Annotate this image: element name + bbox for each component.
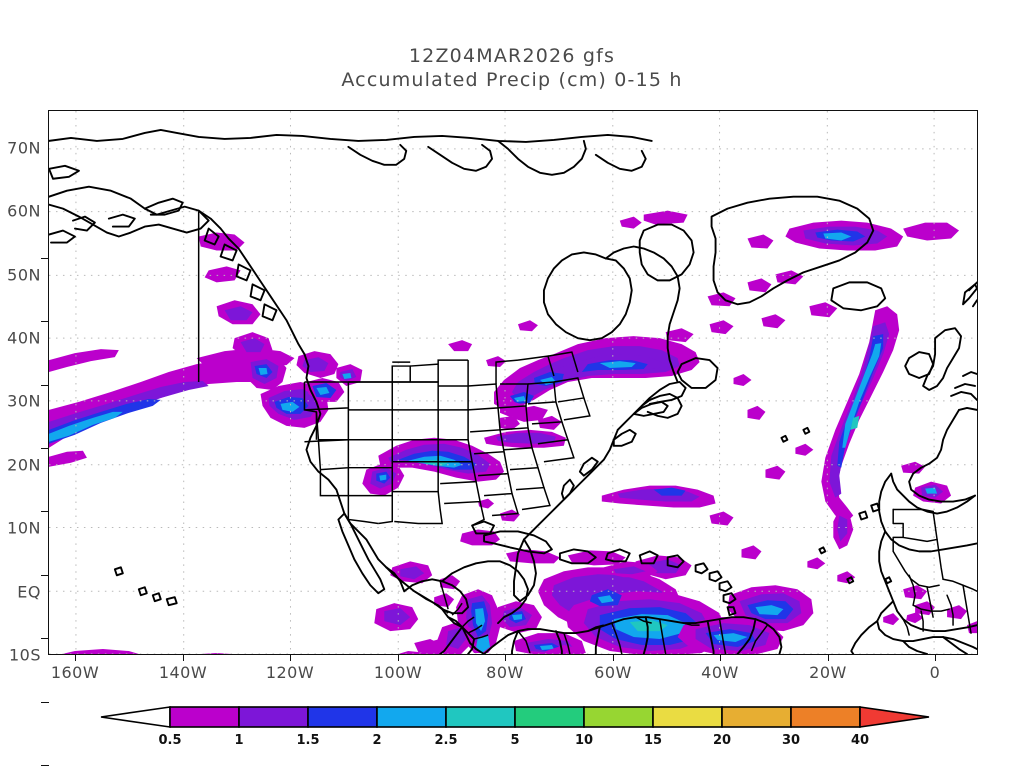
colorbar-tick-label: 0.5 [158, 733, 182, 748]
coastline-layer [49, 128, 977, 654]
y-axis: 70N 60N 50N 40N 30N 20N 10N EQ 10S [0, 110, 1024, 766]
x-tick-label: 120W [265, 663, 315, 682]
colorbar-tick-label: 30 [781, 733, 801, 748]
colorbar-svg [100, 706, 930, 728]
x-tick-label: 0 [929, 663, 941, 682]
chart-title-block: 12Z04MAR2026 gfs Accumulated Precip (cm)… [0, 44, 1024, 93]
chart-title: 12Z04MAR2026 gfs [408, 45, 616, 67]
precip-shading-layer [49, 210, 977, 654]
y-tick-label: 40N [7, 328, 41, 348]
colorbar-low-extend [100, 706, 171, 728]
map-canvas [49, 111, 977, 654]
colorbar-tick-label: 1 [234, 733, 244, 748]
colorbar-tick-label: 2.5 [434, 733, 458, 748]
x-tick-label: 80W [486, 663, 524, 682]
x-tick-label: 160W [50, 663, 100, 682]
colorbar-high-extend [859, 706, 930, 728]
colorbar-tick-label: 5 [510, 733, 520, 748]
x-tick-label: 100W [373, 663, 423, 682]
colorbar-tick-label: 20 [712, 733, 732, 748]
map-gridlines [49, 111, 977, 654]
colorbar-tick-label: 2 [372, 733, 382, 748]
y-tick-label: 20N [7, 455, 41, 475]
x-tick-label: 140W [158, 663, 208, 682]
y-tick-label: 10S [8, 645, 41, 665]
colorbar: 0.5 1 1.5 2 2.5 5 10 15 20 30 40 [0, 703, 1024, 759]
colorbar-tick-label: 15 [643, 733, 663, 748]
y-tick-label: 60N [7, 201, 41, 221]
map-plot-area [48, 110, 978, 655]
x-tick-label: 60W [594, 663, 632, 682]
y-tick-label: 10N [7, 518, 41, 538]
colorbar-tick-label: 1.5 [296, 733, 320, 748]
y-tick-label: 70N [7, 138, 41, 158]
x-tick-label: 40W [701, 663, 739, 682]
chart-subtitle: Accumulated Precip (cm) 0-15 h [341, 69, 683, 91]
colorbar-segments [169, 706, 861, 728]
x-tick-label: 20W [809, 663, 847, 682]
political-border-layer [197, 211, 769, 654]
colorbar-tick-label: 10 [574, 733, 594, 748]
x-axis: 160W 140W 120W 100W 80W 60W 40W 20W 0 [0, 654, 1024, 695]
y-tick-label: 30N [7, 391, 41, 411]
colorbar-tick-label: 40 [850, 733, 870, 748]
y-tick-label: EQ [17, 582, 41, 602]
y-tick-label: 50N [7, 265, 41, 285]
